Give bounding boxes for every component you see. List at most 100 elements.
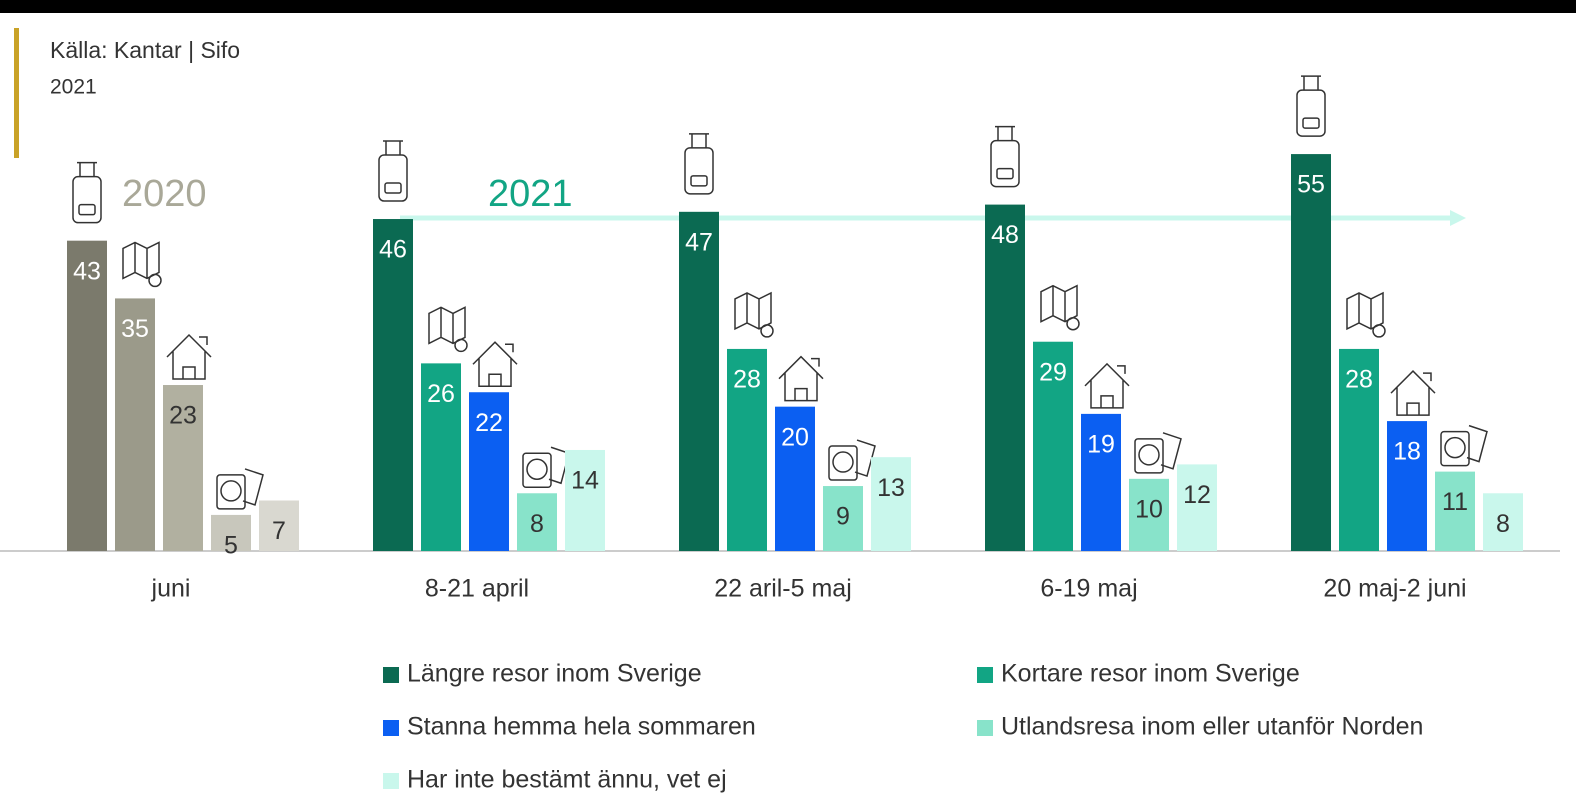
- map-icon: [428, 306, 466, 345]
- passport-icon: [220, 480, 242, 502]
- value-label: 43: [73, 257, 101, 285]
- value-label: 23: [169, 402, 197, 430]
- legend-swatch: [383, 773, 399, 789]
- value-label: 35: [121, 315, 149, 343]
- map-icon: [454, 338, 468, 353]
- bar: [871, 457, 911, 551]
- bar: [1339, 348, 1379, 551]
- suitcase-icon: [690, 175, 708, 187]
- bar: [259, 500, 299, 551]
- passport-icon: [1466, 424, 1488, 463]
- value-label: 28: [1345, 366, 1373, 394]
- passport-icon: [828, 445, 858, 481]
- suitcase-icon: [990, 139, 1020, 188]
- map-icon: [148, 273, 162, 288]
- value-label: 8: [530, 510, 544, 538]
- suitcase-icon: [72, 175, 102, 224]
- value-label: 18: [1393, 438, 1421, 466]
- x-tick-label: 22 aril-5 maj: [714, 575, 852, 603]
- legend-label: Kortare resor inom Sverige: [1001, 660, 1300, 688]
- suitcase-icon: [684, 147, 714, 195]
- map-icon: [734, 291, 772, 331]
- bar: [421, 363, 461, 551]
- house-icon: [1084, 362, 1130, 409]
- suitcase-icon: [689, 133, 709, 148]
- suitcase-icon: [1296, 89, 1326, 137]
- value-label: 22: [475, 409, 503, 437]
- top-bar: [0, 0, 1576, 13]
- value-label: 8: [1496, 510, 1510, 538]
- bar: [985, 204, 1025, 551]
- value-label: 19: [1087, 430, 1115, 458]
- value-label: 10: [1135, 495, 1163, 523]
- arrow-head: [1450, 210, 1466, 226]
- value-label: 28: [733, 366, 761, 394]
- value-label: 46: [379, 236, 407, 264]
- passport-icon: [1444, 436, 1466, 459]
- legend-label: Längre resor inom Sverige: [407, 660, 702, 688]
- map-icon: [1040, 284, 1078, 323]
- value-label: 26: [427, 380, 455, 408]
- suitcase-icon: [78, 203, 96, 216]
- house-icon: [1390, 370, 1436, 416]
- bar: [469, 392, 509, 551]
- map-icon: [122, 241, 160, 280]
- bar: [373, 219, 413, 552]
- x-tick-label: juni: [151, 575, 191, 603]
- value-label: 47: [685, 228, 713, 256]
- map-icon: [1372, 324, 1386, 338]
- bar: [679, 211, 719, 552]
- annotation: 2021: [488, 173, 573, 215]
- passport-icon: [242, 468, 264, 506]
- bar: [1483, 493, 1523, 551]
- bar: [565, 449, 605, 551]
- bar: [1081, 413, 1121, 551]
- passport-icon: [216, 474, 246, 510]
- house-icon: [472, 341, 518, 387]
- legend-swatch: [977, 720, 993, 736]
- bar: [1387, 421, 1427, 551]
- suitcase-icon: [996, 167, 1014, 180]
- suitcase-icon: [1301, 75, 1321, 91]
- value-label: 48: [991, 221, 1019, 249]
- bar: [1435, 471, 1475, 551]
- suitcase-icon: [77, 161, 97, 177]
- passport-icon: [1134, 438, 1164, 474]
- passport-icon: [1160, 432, 1182, 470]
- bar: [1291, 154, 1331, 552]
- value-label: 55: [1297, 171, 1325, 199]
- legend-label: Utlandsresa inom eller utanför Norden: [1001, 713, 1423, 741]
- house-icon: [778, 355, 824, 402]
- bar: [823, 486, 863, 551]
- bar: [517, 493, 557, 551]
- bar: [1129, 478, 1169, 551]
- legend-label: Stanna hemma hela sommaren: [407, 713, 756, 741]
- passport-icon: [522, 452, 552, 489]
- value-label: 29: [1039, 358, 1067, 386]
- bar: [211, 514, 251, 551]
- legend-label: Har inte bestämt ännu, vet ej: [407, 766, 727, 794]
- value-label: 9: [836, 503, 850, 531]
- legend-swatch: [383, 667, 399, 683]
- value-label: 5: [224, 532, 238, 560]
- passport-icon: [1440, 430, 1470, 467]
- x-tick-label: 20 maj-2 juni: [1323, 575, 1466, 603]
- suitcase-icon: [384, 182, 402, 194]
- map-icon: [760, 324, 774, 338]
- value-label: 13: [877, 474, 905, 502]
- value-label: 12: [1183, 481, 1211, 509]
- suitcase-icon: [383, 140, 403, 156]
- chart-title: Källa: Kantar | Sifo: [50, 37, 240, 63]
- legend-swatch: [977, 667, 993, 683]
- x-tick-label: 6-19 maj: [1040, 575, 1137, 603]
- bar: [163, 385, 203, 551]
- bar: [775, 406, 815, 551]
- value-label: 14: [571, 467, 599, 495]
- suitcase-icon: [378, 154, 408, 202]
- legend-swatch: [383, 720, 399, 736]
- chart-subtitle: 2021: [50, 76, 97, 99]
- house-icon: [166, 333, 212, 380]
- passport-icon: [832, 451, 854, 473]
- bar: [1177, 464, 1217, 551]
